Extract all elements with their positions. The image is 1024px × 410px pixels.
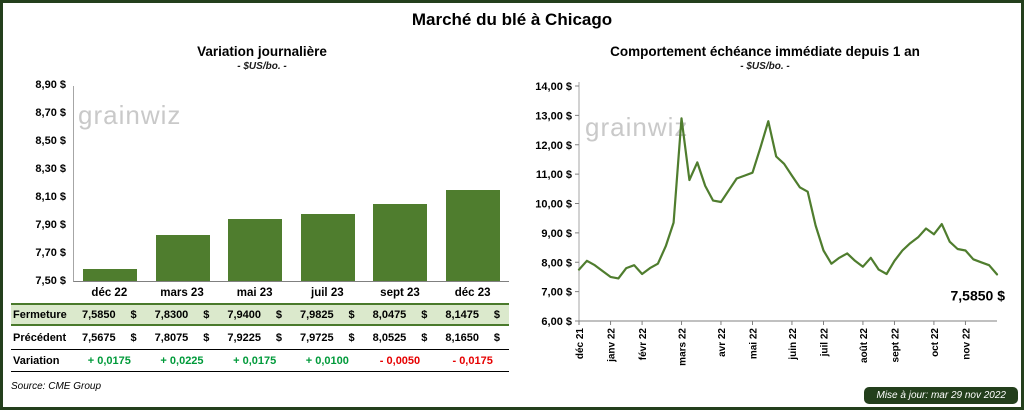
- bar-ytick-label: 8,30 $: [35, 163, 66, 175]
- line-xtick-label: mars 22: [678, 328, 689, 366]
- bar-ytick-label: 7,50 $: [35, 275, 66, 287]
- left-chart-title: Variation journalière: [197, 44, 327, 59]
- line-ytick-label: 9,00 $: [541, 228, 572, 240]
- update-date-label: Mise à jour: mar 29 nov 2022: [864, 387, 1018, 404]
- variation-cell: + 0,0175: [87, 354, 131, 367]
- category-label: sept 23: [380, 286, 420, 299]
- bar: [445, 190, 500, 281]
- line-ytick-label: 12,00 $: [535, 140, 572, 152]
- line-end-value-label: 7,5850 $: [951, 287, 1006, 303]
- bar: [83, 269, 138, 281]
- price-table: déc 22 mars 23 mai 23 juil 23 sept 23 déc 23 F…: [11, 282, 509, 372]
- bar-ytick-label: 8,90 $: [35, 79, 66, 91]
- price-cell: 8,0475 $: [372, 308, 428, 321]
- variation-cell: - 0,0050: [379, 354, 421, 367]
- line-ytick-label: 13,00 $: [535, 110, 572, 122]
- category-label: juil 23: [311, 286, 344, 299]
- line-xtick-label: mai 22: [749, 328, 760, 360]
- bar-chart-y-axis: 8,90 $ 8,70 $ 8,50 $ 8,30 $ 8,10 $ 7,90 $ 7,70…: [11, 79, 73, 287]
- variation-cell: + 0,0100: [305, 354, 349, 367]
- line-xtick-label: juin 22: [788, 328, 799, 361]
- category-label: mai 23: [236, 286, 273, 299]
- line-xtick-label: oct 22: [930, 328, 941, 357]
- line-xtick-label: déc 21: [575, 328, 586, 360]
- price-cell: 7,8300 $: [154, 308, 210, 321]
- row-label: Variation: [13, 354, 60, 367]
- price-cell: 8,1650 $: [445, 331, 500, 344]
- line-ytick-label: 14,00 $: [535, 81, 572, 93]
- line-ytick-label: 7,00 $: [541, 287, 572, 299]
- variation-cell: + 0,0225: [160, 354, 204, 367]
- bar-chart: 8,90 $ 8,70 $ 8,50 $ 8,30 $ 8,10 $ 7,90 $ 7,70…: [11, 79, 509, 287]
- line-ytick-label: 6,00 $: [541, 316, 572, 328]
- grainwiz-watermark: grainwiz: [585, 112, 688, 142]
- price-cell: 7,5850 $: [82, 308, 137, 321]
- row-label: Fermeture: [13, 308, 67, 321]
- bar-ytick-label: 8,70 $: [35, 107, 66, 119]
- right-chart-title: Comportement échéance immédiate depuis 1…: [610, 44, 920, 59]
- bar-ytick-label: 8,10 $: [35, 191, 66, 203]
- bar: [300, 213, 355, 281]
- category-label: déc 22: [91, 286, 128, 299]
- price-cell: 7,9225 $: [227, 331, 282, 344]
- line-ytick-label: 10,00 $: [535, 199, 572, 211]
- bar: [228, 219, 283, 281]
- variation-row: Variation + 0,0175 + 0,0225 + 0,0175 + 0,010…: [11, 349, 509, 372]
- fermeture-row: Fermeture 7,5850 $ 7,8300 $ 7,9400 $ 7,9825 $ 8,0…: [11, 303, 509, 326]
- price-line: [577, 117, 999, 280]
- line-xtick-label: nov 22: [961, 328, 972, 360]
- page-title: Marché du blé à Chicago: [411, 10, 613, 29]
- price-cell: 7,9825 $: [299, 308, 355, 321]
- precedent-row: Précédent 7,5675 $ 7,8075 $ 7,9225 $ 7,9725 $ 8,0…: [11, 326, 509, 349]
- category-header-row: déc 22 mars 23 mai 23 juil 23 sept 23 déc 23: [11, 282, 509, 303]
- variation-cell: - 0,0175: [452, 354, 493, 367]
- line-xtick-label: août 22: [859, 328, 870, 363]
- bar: [373, 204, 428, 281]
- line-xtick-label: janv 22: [607, 328, 618, 363]
- line-xtick-label: juil 22: [819, 328, 830, 358]
- bar-ytick-label: 8,50 $: [35, 135, 66, 147]
- bar-chart-plot: grainwiz: [73, 86, 509, 282]
- line-xtick-label: avr 22: [717, 328, 728, 357]
- line-ytick-label: 11,00 $: [536, 169, 572, 181]
- price-cell: 7,5675 $: [82, 331, 137, 344]
- front-month-panel: Comportement échéance immédiate depuis 1…: [515, 30, 1015, 392]
- line-chart: grainwiz 14,00 $ 13,00 $ 12,00 $ 11,00 $ 10,0…: [535, 81, 1006, 366]
- row-label: Précédent: [13, 331, 67, 344]
- category-label: déc 23: [454, 286, 491, 299]
- price-cell: 7,9400 $: [227, 308, 282, 321]
- panels: Variation journalière - $US/bo. - 8,90 $…: [3, 30, 1021, 392]
- right-chart-subtitle: - $US/bo. -: [740, 61, 790, 72]
- line-xtick-label: févr 22: [638, 328, 649, 361]
- price-cell: 7,9725 $: [299, 331, 355, 344]
- line-ytick-label: 8,00 $: [541, 257, 572, 269]
- bar: [155, 234, 210, 281]
- left-chart-subtitle: - $US/bo. -: [237, 61, 287, 72]
- bar-ytick-label: 7,90 $: [35, 219, 66, 231]
- price-cell: 7,8075 $: [154, 331, 210, 344]
- category-label: mars 23: [160, 286, 204, 299]
- bar-series: [74, 86, 509, 281]
- price-cell: 8,0525 $: [372, 331, 428, 344]
- variation-cell: + 0,0175: [233, 354, 277, 367]
- price-cell: 8,1475 $: [445, 308, 500, 321]
- daily-variation-panel: Variation journalière - $US/bo. - 8,90 $…: [3, 30, 515, 392]
- line-xtick-label: sept 22: [890, 328, 901, 363]
- grainwiz-watermark: grainwiz: [78, 100, 182, 130]
- bar-ytick-label: 7,70 $: [35, 247, 66, 259]
- source-label: Source: CME Group: [11, 381, 102, 392]
